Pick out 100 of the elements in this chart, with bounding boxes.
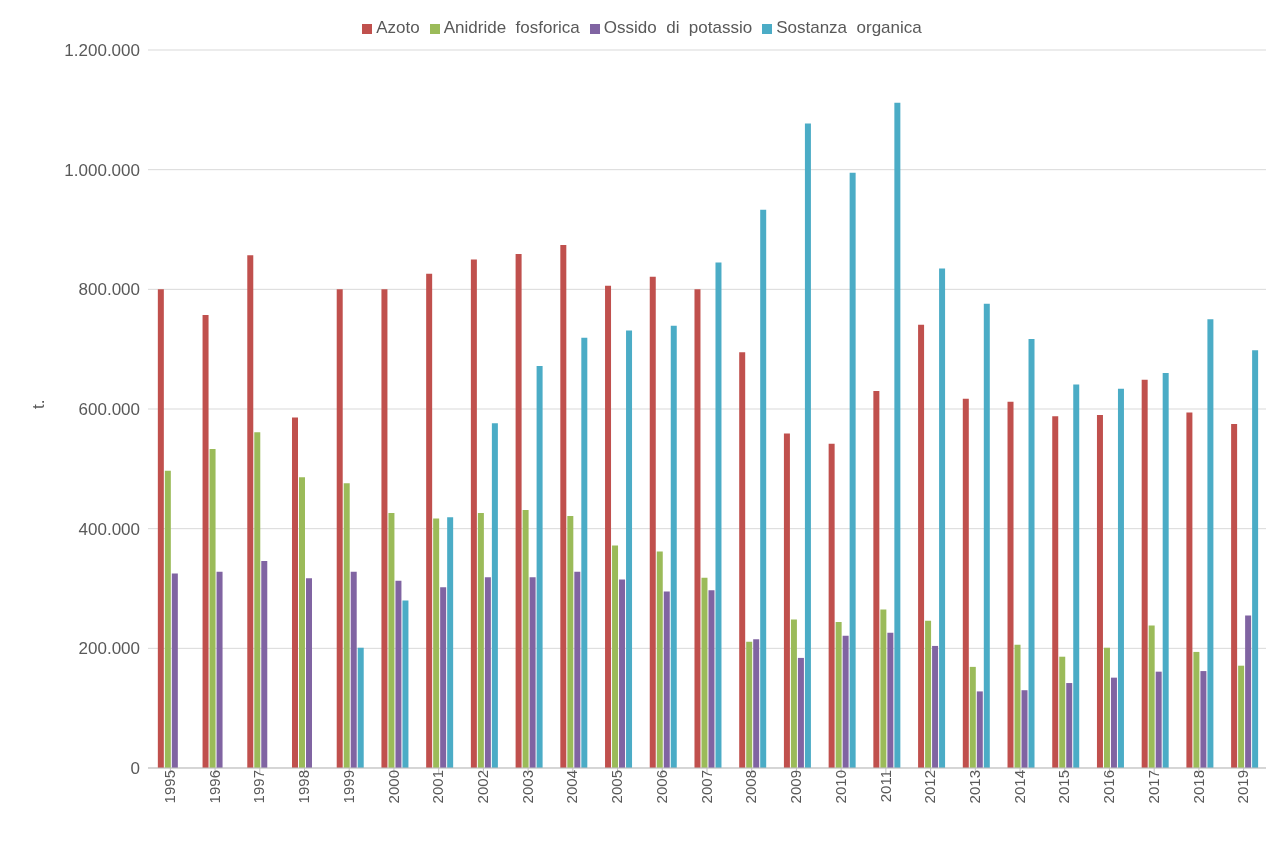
x-tick-label: 2001 [429, 770, 447, 804]
bar [402, 600, 409, 768]
legend-label: Anidride fosforica [443, 18, 580, 37]
x-tick-label: 1999 [339, 770, 357, 804]
bar [1059, 656, 1066, 768]
bar [663, 591, 670, 768]
bar [357, 647, 364, 768]
bar [261, 560, 268, 768]
bar [395, 580, 402, 768]
bar [1186, 412, 1193, 768]
bar [842, 635, 849, 768]
bar [171, 573, 178, 768]
x-tick-label: 1995 [161, 770, 179, 804]
bar [1207, 319, 1214, 768]
bar [918, 324, 925, 768]
bar [343, 483, 350, 768]
x-tick-label: 2017 [1144, 770, 1162, 804]
bar [470, 259, 477, 768]
legend-label: Azoto [376, 18, 420, 37]
bar [1066, 683, 1073, 768]
bar [649, 276, 656, 768]
bar [1117, 388, 1124, 768]
bar [1238, 665, 1245, 768]
x-tick-label: 2014 [1010, 770, 1028, 804]
bar [925, 620, 932, 768]
bar [783, 433, 790, 768]
bar [216, 571, 223, 768]
bar [828, 443, 835, 768]
x-tick-label: 2018 [1189, 770, 1207, 804]
bar [962, 398, 969, 768]
y-tick-label: 600.000 [78, 400, 140, 420]
x-tick-label: 2006 [652, 770, 670, 804]
x-tick-label: 2002 [474, 770, 492, 804]
x-tick-label: 2016 [1100, 770, 1118, 804]
bar [969, 666, 976, 768]
x-tick-label: 2005 [608, 770, 626, 804]
bar [164, 470, 171, 768]
bar [491, 423, 498, 768]
bar [202, 315, 209, 768]
bar [626, 330, 633, 768]
bar [536, 365, 543, 768]
bar [612, 545, 619, 768]
bar [656, 551, 663, 768]
y-tick-label: 1.200.000 [64, 41, 140, 61]
bar [1028, 339, 1035, 768]
bar [605, 285, 612, 768]
bar [739, 352, 746, 768]
bar [753, 639, 760, 768]
legend-label: Ossido di potassio [603, 18, 753, 37]
bar [388, 513, 395, 768]
bar [447, 517, 454, 768]
bar [1162, 373, 1169, 768]
x-tick-label: 1997 [250, 770, 268, 804]
bar [1200, 671, 1207, 768]
y-tick-label: 200.000 [78, 639, 140, 659]
bar [574, 571, 581, 768]
bar [426, 273, 433, 768]
x-tick-label: 2011 [876, 770, 894, 803]
bar [708, 590, 715, 768]
bar [1052, 416, 1059, 768]
bar [1155, 671, 1162, 768]
bar [515, 254, 522, 768]
bar [835, 622, 842, 768]
bar [1007, 401, 1014, 768]
x-tick-label: 2007 [697, 770, 715, 804]
y-tick-label: 1.000.000 [64, 160, 140, 180]
bar [983, 303, 990, 768]
bar [1141, 379, 1148, 768]
bar [1252, 350, 1259, 768]
bar [209, 449, 216, 768]
bar [1073, 384, 1080, 768]
bar [381, 289, 388, 768]
x-tick-label: 2003 [518, 770, 536, 804]
bar [567, 516, 574, 768]
bar [1096, 414, 1103, 768]
bar [254, 432, 261, 768]
bar [746, 641, 753, 768]
bar [670, 325, 677, 768]
bar [797, 657, 804, 768]
bar [932, 645, 939, 768]
x-tick-label: 2012 [921, 770, 939, 804]
bar [1231, 423, 1238, 768]
bar [292, 417, 298, 768]
x-tick-label: 2004 [563, 770, 581, 804]
bar [529, 577, 536, 768]
x-tick-label: 2019 [1234, 770, 1252, 804]
bar [880, 609, 887, 768]
y-tick-label: 0 [130, 759, 140, 779]
bar [560, 245, 567, 768]
bar [433, 518, 440, 768]
x-tick-label: 1996 [205, 770, 223, 804]
y-tick-label: 800.000 [78, 280, 140, 300]
bar [306, 578, 312, 768]
bar [715, 262, 722, 768]
x-tick-label: 2013 [965, 770, 983, 804]
bar [581, 337, 588, 768]
bar [1110, 677, 1117, 768]
bar [477, 513, 484, 768]
x-tick-label: 2008 [742, 770, 760, 804]
bar [939, 268, 946, 768]
